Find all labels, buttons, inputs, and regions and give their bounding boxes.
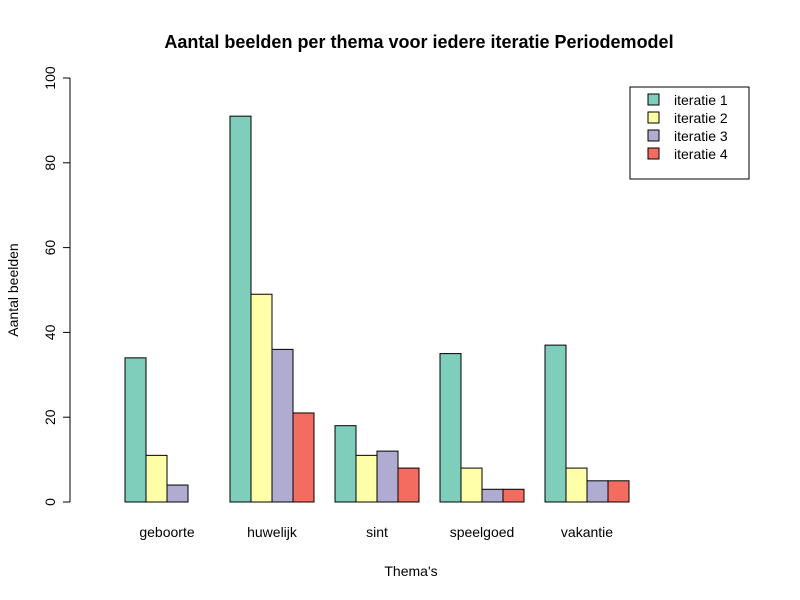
bar (376, 450, 399, 503)
chart-title: Aantal beelden per thema voor iedere ite… (164, 32, 673, 52)
legend-swatch (647, 129, 660, 142)
bar (166, 484, 189, 503)
x-tick-label: geboorte (139, 524, 194, 540)
x-tick-label: sint (366, 524, 388, 540)
bar (586, 480, 609, 503)
bar (355, 454, 378, 503)
legend-swatch (647, 93, 660, 106)
y-tick-label: 40 (42, 324, 58, 340)
bar (229, 115, 252, 503)
x-tick-label: huwelijk (247, 524, 298, 540)
x-axis-label: Thema's (384, 563, 437, 579)
bar (292, 412, 315, 503)
bar (145, 454, 168, 503)
y-tick-label: 80 (42, 155, 58, 171)
y-axis: 0 20 40 60 80 100 (42, 66, 71, 506)
legend: iteratie 1 iteratie 2 iteratie 3 iteratie 4 (629, 86, 750, 180)
y-tick-label: 0 (42, 498, 58, 506)
bar (607, 480, 630, 503)
legend-label: iteratie 2 (674, 110, 728, 126)
y-axis-label: Aantal beelden (5, 243, 21, 336)
y-tick-label: 100 (42, 66, 58, 90)
bar (544, 344, 567, 503)
legend-swatch (647, 147, 660, 160)
legend-swatch (647, 111, 660, 124)
legend-label: iteratie 3 (674, 128, 728, 144)
legend-box (629, 86, 750, 180)
bar (481, 488, 504, 503)
bar (565, 467, 588, 503)
y-tick-label: 60 (42, 240, 58, 256)
bar (502, 488, 525, 503)
bar (271, 348, 294, 503)
x-tick-label: speelgoed (450, 524, 515, 540)
legend-label: iteratie 1 (674, 92, 728, 108)
bars (124, 115, 630, 503)
bar (334, 425, 357, 503)
bar (250, 293, 273, 503)
legend-label: iteratie 4 (674, 146, 728, 162)
y-tick-label: 20 (42, 409, 58, 425)
bar (124, 357, 147, 503)
bar (439, 353, 462, 503)
bar (460, 467, 483, 503)
x-axis-tick-labels: geboorte huwelijk sint speelgoed vakantie (139, 524, 613, 540)
bar (397, 467, 420, 503)
x-tick-label: vakantie (561, 524, 613, 540)
